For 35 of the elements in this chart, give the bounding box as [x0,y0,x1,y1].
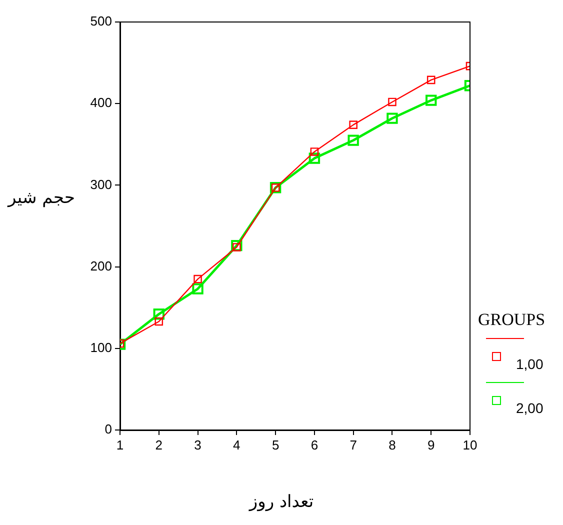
point [192,283,204,294]
x-tick-label: 4 [233,437,240,452]
x-tick-label: 5 [272,437,280,452]
x-tick-label: 2 [155,437,163,452]
y-tick-label: 300 [90,176,112,192]
point [153,308,164,320]
point [310,148,319,156]
point [386,112,398,124]
point [308,152,320,164]
point [388,98,396,106]
point [154,317,164,326]
legend-label: 2,00 [516,400,544,416]
x-tick-label: 3 [194,437,202,452]
x-tick-label: 10 [462,437,478,452]
point [232,243,241,252]
point [426,76,436,84]
point [348,134,359,146]
legend-label: 1,00 [516,356,544,372]
x-tick-label: 9 [427,437,435,452]
point [349,120,358,129]
x-tick-label: 7 [350,437,357,452]
point [231,240,242,252]
point [194,274,202,284]
y-axis-title: حجم شیر [8,188,75,208]
x-tick-label: 8 [388,437,396,452]
y-tick-label: 100 [90,340,112,355]
y-tick-label: 0 [104,422,112,437]
y-tick-label: 500 [90,14,112,29]
legend-title: GROUPS [478,310,546,330]
x-tick-label: 1 [116,437,124,452]
y-tick-label: 200 [90,258,112,274]
x-axis-title: تعداد روز [248,492,315,512]
point [426,94,437,106]
x-tick-label: 6 [310,437,318,452]
y-tick-label: 400 [90,95,112,110]
